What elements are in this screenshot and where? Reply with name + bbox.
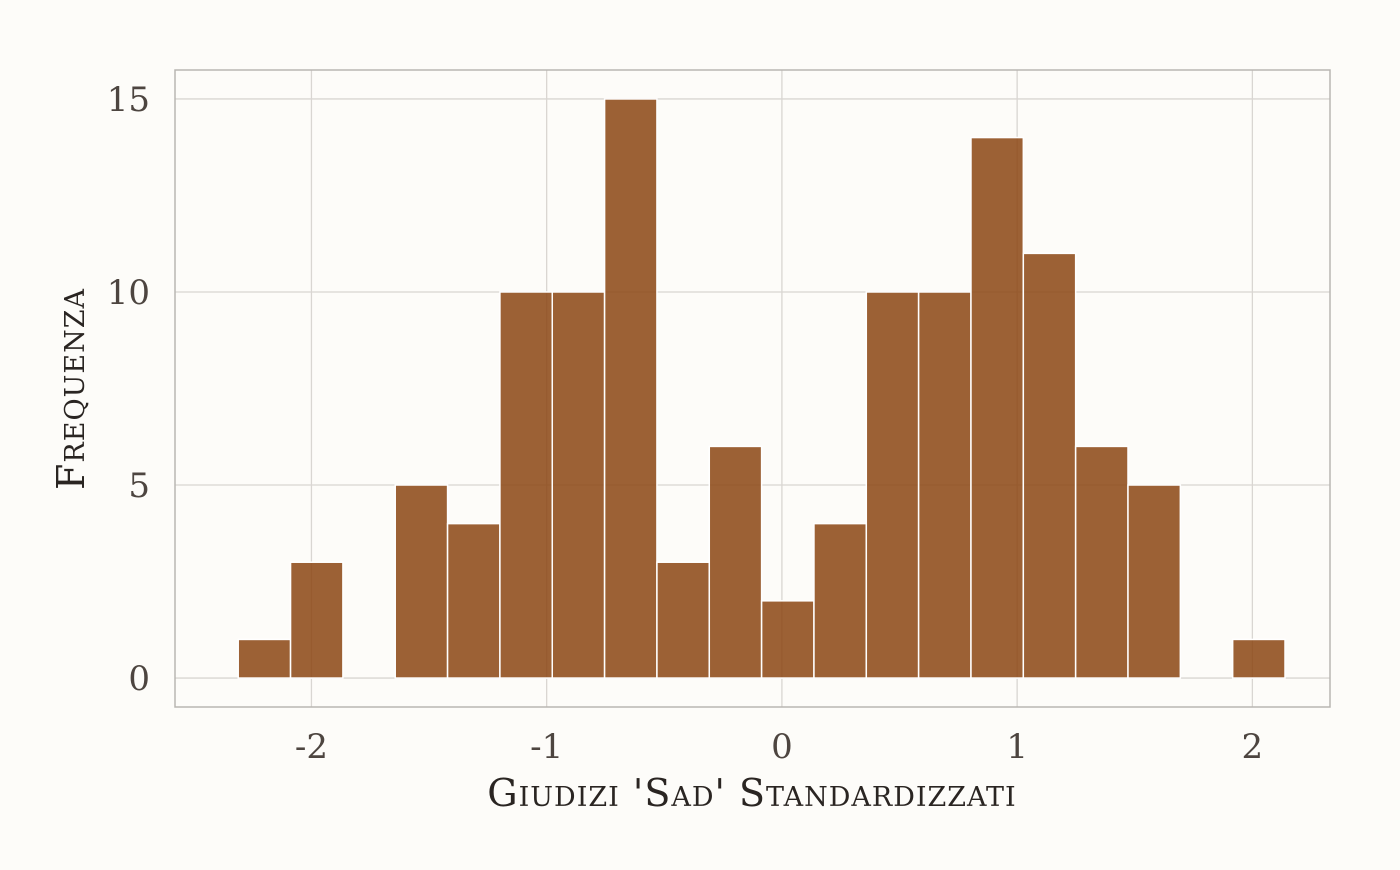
x-tick-label-2: 0 (771, 727, 793, 767)
histogram-bar-9 (708, 445, 763, 679)
plot-panel-border (174, 69, 1331, 708)
y-tick-label-0: 0 (128, 659, 150, 699)
x-axis-title: Giudizi 'Sad' Standardizzati (487, 771, 1016, 815)
histogram-bar-0 (237, 638, 292, 679)
x-tick-label-4: 2 (1242, 727, 1264, 767)
histogram-bar-6 (551, 291, 606, 679)
x-tick-labels: -2 -1 0 1 2 (295, 727, 1263, 767)
histogram-bar-5 (499, 291, 554, 679)
histogram-bar-15 (1022, 252, 1077, 679)
histogram-bar-13 (917, 291, 972, 679)
histogram-bar-12 (865, 291, 920, 679)
histogram-bar-3 (394, 484, 449, 679)
histogram-bar-16 (1074, 445, 1129, 679)
histogram-bar-17 (1127, 484, 1182, 679)
histogram-bar-7 (603, 98, 658, 679)
y-tick-labels: 0 5 10 15 (107, 80, 150, 699)
histogram-bar-4 (446, 522, 501, 679)
x-tick-label-0: -2 (295, 727, 328, 767)
histogram-bar-19 (1231, 638, 1286, 679)
y-tick-label-1: 5 (128, 466, 150, 506)
histogram-bar-11 (813, 522, 868, 679)
histogram-bar-14 (970, 136, 1025, 679)
x-tick-label-1: -1 (530, 727, 563, 767)
bars-layer (237, 98, 1286, 679)
x-tick-label-3: 1 (1006, 727, 1028, 767)
y-axis-title: Frequenza (49, 288, 93, 490)
histogram-bar-8 (656, 561, 711, 679)
y-tick-label-2: 10 (107, 273, 150, 313)
histogram-bar-10 (760, 600, 815, 679)
histogram-bar-1 (289, 561, 344, 679)
y-tick-label-3: 15 (107, 80, 150, 120)
